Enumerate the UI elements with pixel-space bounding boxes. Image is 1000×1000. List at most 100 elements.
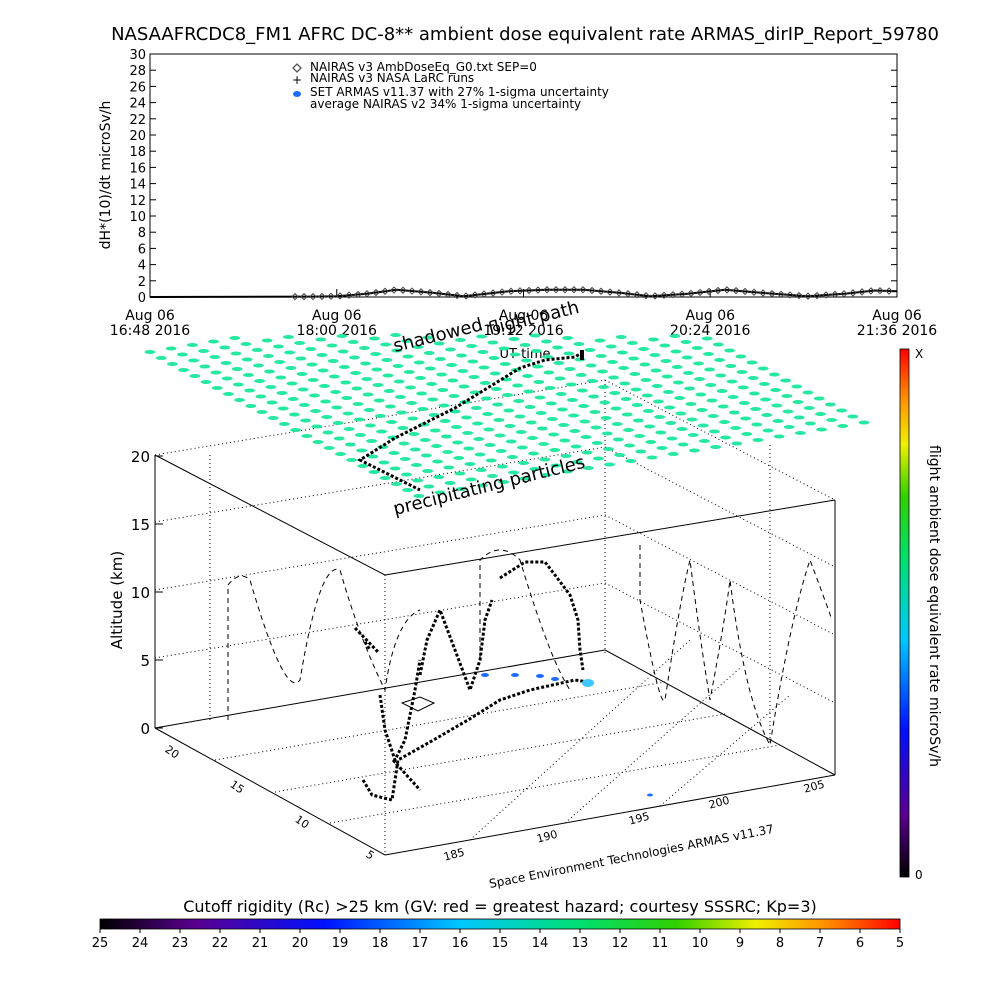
rigidity-colorbar-title: Cutoff rigidity (Rc) >25 km (GV: red = g… (183, 897, 817, 916)
rigidity-grid-dot (499, 362, 511, 366)
rigidity-grid-dot (664, 405, 676, 410)
rigidity-grid-dot (278, 422, 290, 426)
rigidity-grid-dot (539, 457, 551, 462)
rigidity-grid-dot (680, 340, 692, 344)
rigidity-tick-label: 12 (612, 936, 629, 951)
rigidity-grid-dot (454, 471, 466, 476)
dose-point (660, 291, 668, 300)
rigidity-grid-dot (493, 418, 505, 422)
rigidity-grid-dot (155, 356, 167, 360)
rigidity-grid-dot (710, 445, 722, 449)
rigidity-grid-dot (519, 476, 531, 481)
y-tick-label: 26 (129, 80, 146, 95)
rigidity-grid-dot (229, 336, 241, 340)
rigidity-grid-dot (506, 455, 518, 459)
rigidity-grid-dot (684, 386, 696, 391)
y-tick-label: 10 (129, 210, 146, 225)
rigidity-colorbar: Cutoff rigidity (Rc) >25 km (GV: red = g… (92, 897, 904, 951)
rigidity-grid-dot (752, 438, 764, 442)
rigidity-grid-dot (731, 441, 743, 446)
rc-axis-ticks: 20 15 10 5 (163, 743, 377, 863)
rigidity-grid-dot (274, 360, 286, 364)
rigidity-grid-dot (444, 347, 456, 352)
rigidity-grid-dot (400, 472, 412, 477)
rigidity-grid-dot (697, 423, 709, 428)
rigidity-grid-dot (322, 430, 334, 435)
armas-point (551, 677, 559, 681)
flight-track-marker (580, 350, 584, 360)
dose-point (696, 288, 704, 297)
rigidity-grid-dot (410, 463, 422, 467)
rigidity-grid-dot (262, 354, 274, 358)
rigidity-grid-dot (610, 406, 622, 411)
dose-point (570, 286, 578, 294)
rigidity-grid-dot (429, 428, 441, 433)
rigidity-tick-label: 25 (92, 936, 109, 951)
flight-track-segment (418, 599, 494, 695)
rigidity-grid-dot (485, 458, 497, 463)
dose-point (849, 289, 857, 297)
chart-title: NASAAFRCDC8_FM1 AFRC DC-8** ambient dose… (111, 24, 939, 45)
y-tick-label: 8 (138, 226, 146, 241)
rigidity-grid-dot (387, 435, 399, 440)
dose-point (489, 289, 497, 297)
rigidity-grid-dot (165, 346, 177, 351)
dose-point (471, 291, 479, 299)
rigidity-grid-dot (452, 440, 464, 445)
rigidity-grid-dot (220, 361, 232, 365)
rigidity-grid-dot (676, 427, 688, 431)
altitude-axis-label: Altitude (km) (108, 551, 126, 649)
rigidity-grid-dot (408, 432, 420, 436)
rigidity-grid-dot (430, 444, 442, 448)
rigidity-grid-dot (824, 402, 836, 407)
rigidity-grid-dot (436, 372, 448, 377)
x-tick-day: Aug 06 (685, 308, 735, 324)
annotation-shadowed: shadowed (391, 314, 485, 357)
rigidity-grid-dot (356, 448, 368, 453)
rigidity-grid-dot (594, 338, 606, 343)
rigidity-grid-dot (632, 418, 644, 423)
rigidity-grid-dot (735, 354, 747, 359)
rigidity-grid-dot (404, 385, 416, 390)
rigidity-grid-dot (480, 396, 492, 401)
rigidity-grid-dot (494, 433, 506, 438)
rigidity-grid-dot (378, 460, 390, 465)
dose-point (687, 289, 695, 298)
rigidity-grid-dot (716, 389, 728, 393)
rigidity-grid-dot (320, 399, 332, 404)
x-tick-day: Aug 06 (872, 308, 922, 324)
lon-tick-label: 200 (707, 794, 731, 812)
rigidity-tick-label: 14 (532, 936, 549, 951)
rigidity-grid-dot (344, 442, 356, 447)
rigidity-grid-dot (652, 399, 664, 404)
rigidity-grid-dot (667, 452, 679, 456)
rigidity-grid-dot (381, 358, 393, 362)
rigidity-grid-dot (166, 362, 178, 366)
rigidity-grid-dot (423, 351, 435, 355)
rigidity-grid-dot (569, 429, 581, 433)
rigidity-grid-dot (616, 350, 628, 355)
rigidity-grid-dot (198, 349, 210, 353)
dose-point (597, 287, 605, 295)
rigidity-grid-dot (792, 400, 804, 404)
rigidity-grid-dot (460, 415, 472, 420)
rigidity-grid-dot (566, 398, 578, 402)
rigidity-tick-label: 22 (212, 936, 229, 951)
rigidity-grid-dot (315, 337, 327, 342)
rigidity-grid-dot (470, 406, 482, 410)
rigidity-grid-dot (307, 378, 319, 382)
rigidity-grid-dot (741, 432, 753, 436)
rigidity-grid-dot (231, 367, 243, 371)
rigidity-grid-dot (624, 443, 636, 448)
dose-point (750, 288, 758, 296)
rigidity-grid-dot (625, 459, 637, 463)
rigidity-grid-dot (804, 421, 816, 426)
rigidity-grid-dot (464, 462, 476, 466)
flight-3d-panel: 0 5 10 15 20 Altitude (km) 20 15 10 5 185 190 195… (108, 297, 870, 891)
rigidity-grid-dot (695, 392, 707, 397)
rigidity-grid-dot (826, 418, 838, 422)
rigidity-grid-dot (836, 408, 848, 413)
rigidity-grid-dot (641, 393, 653, 398)
